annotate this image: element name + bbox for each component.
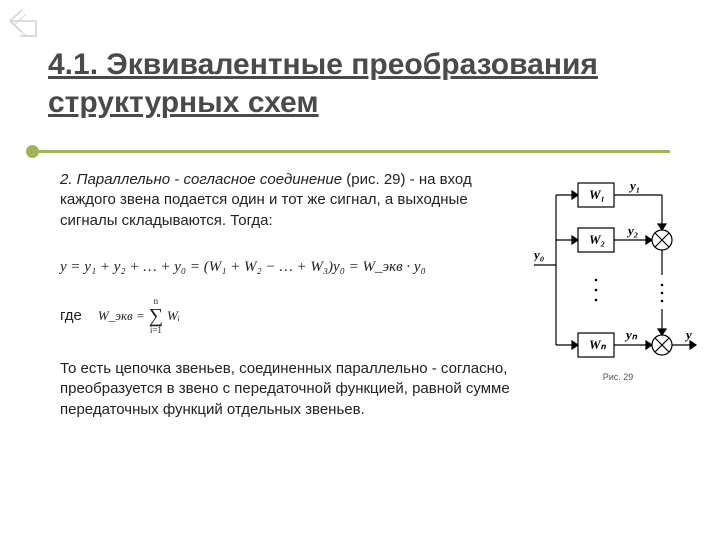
label-w2: W₂ (589, 232, 605, 247)
body-content: 2. Параллельно - согласное соединение (р… (60, 170, 520, 420)
where-left: W_экв = (98, 307, 145, 325)
label-yn: yₙ (624, 327, 638, 342)
main-formula: y = y₁ + y₂ + … + y₀ = (W₁ + W₂ − … + W₃… (60, 257, 520, 277)
label-y1: y₁ (628, 178, 640, 193)
accent-divider (30, 150, 670, 153)
label-y2: y₂ (626, 223, 638, 238)
sigma-bot: i=1 (150, 326, 162, 335)
diagram-caption: Рис. 29 (534, 372, 702, 382)
where-label: где (60, 306, 82, 326)
label-y: y (684, 327, 692, 342)
page-title: 4.1. Эквивалентные преобразования структ… (48, 46, 663, 121)
label-wn: Wₙ (589, 337, 607, 352)
label-w1: W₁ (589, 187, 605, 202)
block-diagram: y₀ W₁ W₂ Wₙ y₁ y₂ yₙ y Рис. 29 (534, 175, 702, 382)
back-arrow-icon (6, 6, 48, 45)
intro-paragraph: 2. Параллельно - согласное соединение (р… (60, 170, 520, 231)
where-clause: где W_экв = n ∑ i=1 Wᵢ (60, 297, 520, 335)
sigma-icon: n ∑ i=1 (149, 297, 163, 335)
where-right: Wᵢ (167, 307, 180, 325)
sigma-symbol: ∑ (149, 306, 163, 326)
conclusion-paragraph: То есть цепочка звеньев, соединенных пар… (60, 359, 520, 420)
title-text: 4.1. Эквивалентные преобразования структ… (48, 46, 663, 121)
label-y0: y₀ (534, 247, 544, 262)
formula-text: y = y₁ + y₂ + … + y₀ = (W₁ + W₂ − … + W₃… (60, 259, 426, 275)
where-expression: W_экв = n ∑ i=1 Wᵢ (98, 297, 180, 335)
intro-lead: 2. Параллельно - согласное соединение (60, 171, 342, 188)
